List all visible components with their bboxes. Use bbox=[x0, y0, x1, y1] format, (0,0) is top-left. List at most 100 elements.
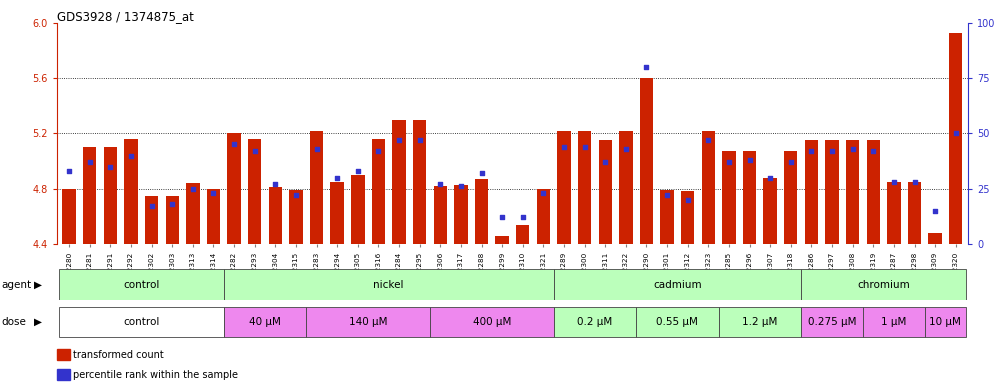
Point bbox=[267, 181, 283, 187]
Text: 400 μM: 400 μM bbox=[473, 317, 511, 327]
Point bbox=[103, 164, 119, 170]
Point bbox=[61, 168, 77, 174]
Point bbox=[762, 175, 778, 181]
Text: ▶: ▶ bbox=[34, 280, 42, 290]
Point bbox=[906, 179, 922, 185]
Point bbox=[124, 152, 139, 159]
Point bbox=[845, 146, 861, 152]
Bar bbox=[701, 131, 715, 244]
Bar bbox=[620, 131, 632, 244]
Text: GDS3928 / 1374875_at: GDS3928 / 1374875_at bbox=[57, 10, 193, 23]
Point bbox=[866, 148, 881, 154]
Point bbox=[679, 197, 695, 203]
Point bbox=[164, 201, 180, 207]
Bar bbox=[224, 307, 306, 337]
Text: chromium: chromium bbox=[858, 280, 910, 290]
Text: agent: agent bbox=[1, 280, 31, 290]
Bar bbox=[578, 131, 592, 244]
Bar bbox=[636, 307, 719, 337]
Bar bbox=[495, 235, 509, 244]
Bar bbox=[104, 147, 118, 244]
Point bbox=[432, 181, 448, 187]
Point bbox=[618, 146, 633, 152]
Point bbox=[824, 148, 840, 154]
Text: 0.275 μM: 0.275 μM bbox=[808, 317, 857, 327]
Point bbox=[330, 175, 346, 181]
Bar bbox=[907, 182, 921, 244]
Text: 0.55 μM: 0.55 μM bbox=[656, 317, 698, 327]
Bar bbox=[863, 307, 925, 337]
Bar bbox=[433, 186, 447, 244]
Bar bbox=[639, 78, 653, 244]
Point bbox=[309, 146, 325, 152]
Bar bbox=[430, 307, 554, 337]
Text: ▶: ▶ bbox=[34, 317, 42, 327]
Bar bbox=[186, 183, 199, 244]
Point bbox=[638, 64, 654, 70]
Bar bbox=[352, 175, 365, 244]
Point bbox=[350, 168, 366, 174]
Point bbox=[185, 185, 201, 192]
Point bbox=[205, 190, 221, 196]
Point bbox=[700, 137, 716, 143]
Text: control: control bbox=[124, 317, 159, 327]
Point bbox=[659, 192, 675, 199]
Point bbox=[473, 170, 489, 176]
Bar bbox=[743, 151, 756, 244]
Point bbox=[783, 159, 799, 165]
Bar bbox=[144, 195, 158, 244]
Point bbox=[82, 159, 98, 165]
Text: 40 μM: 40 μM bbox=[249, 317, 281, 327]
Point bbox=[371, 148, 386, 154]
Point bbox=[556, 144, 572, 150]
Point bbox=[226, 141, 242, 147]
Bar bbox=[949, 33, 962, 244]
Bar bbox=[928, 233, 942, 244]
Point bbox=[721, 159, 737, 165]
Bar bbox=[413, 120, 426, 244]
Bar bbox=[722, 151, 736, 244]
Point bbox=[948, 131, 964, 137]
Bar bbox=[805, 140, 818, 244]
Bar bbox=[554, 307, 636, 337]
Bar bbox=[289, 190, 303, 244]
Bar bbox=[925, 307, 966, 337]
Text: dose: dose bbox=[1, 317, 26, 327]
Bar bbox=[248, 139, 261, 244]
Bar bbox=[165, 195, 179, 244]
Bar bbox=[57, 349, 70, 360]
Bar bbox=[826, 140, 839, 244]
Bar bbox=[558, 131, 571, 244]
Point bbox=[804, 148, 820, 154]
Point bbox=[927, 208, 943, 214]
Bar bbox=[537, 189, 550, 244]
Bar bbox=[63, 189, 76, 244]
Bar bbox=[310, 131, 324, 244]
Point bbox=[411, 137, 427, 143]
Bar bbox=[59, 270, 224, 300]
Point bbox=[536, 190, 552, 196]
Bar bbox=[57, 369, 70, 380]
Text: percentile rank within the sample: percentile rank within the sample bbox=[73, 370, 238, 380]
Bar bbox=[224, 270, 554, 300]
Point bbox=[742, 157, 758, 163]
Point bbox=[391, 137, 407, 143]
Bar bbox=[372, 139, 385, 244]
Text: 140 μM: 140 μM bbox=[349, 317, 387, 327]
Bar bbox=[454, 184, 467, 244]
Point bbox=[288, 192, 304, 199]
Point bbox=[143, 203, 159, 209]
Bar bbox=[392, 120, 405, 244]
Point bbox=[577, 144, 593, 150]
Text: 1.2 μM: 1.2 μM bbox=[742, 317, 778, 327]
Bar bbox=[331, 182, 344, 244]
Text: transformed count: transformed count bbox=[73, 350, 164, 360]
Point bbox=[515, 214, 531, 220]
Point bbox=[494, 214, 510, 220]
Bar bbox=[227, 134, 241, 244]
Text: control: control bbox=[124, 280, 159, 290]
Point bbox=[885, 179, 901, 185]
Bar bbox=[59, 307, 224, 337]
Bar bbox=[719, 307, 801, 337]
Bar bbox=[660, 190, 673, 244]
